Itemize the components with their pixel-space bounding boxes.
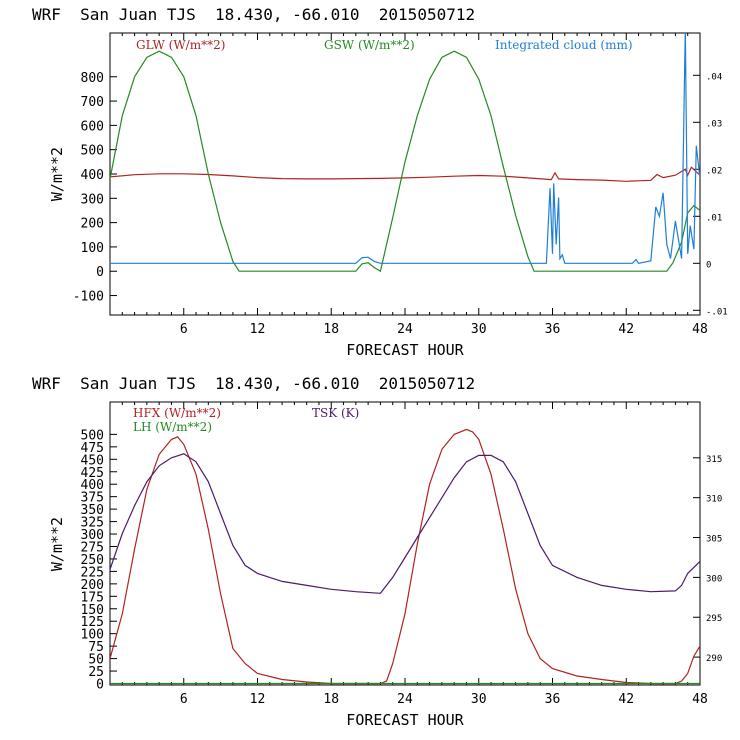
y-tick-label: 200: [81, 217, 104, 232]
series-line-integrated: [110, 33, 700, 264]
y-tick-label: 0: [96, 265, 104, 280]
y-tick-label: 225: [81, 565, 104, 580]
series-line-gsw: [110, 50, 700, 273]
y-tick-label: 150: [81, 603, 104, 618]
y2-tick-label: .01: [706, 213, 722, 223]
y-tick-label: 500: [81, 144, 104, 159]
y-tick-label: 75: [88, 640, 104, 655]
chart-panel-2: WRF San Juan TJS 18.430, -66.010 2015050…: [32, 374, 722, 729]
y-axis-label: W/m**2: [48, 147, 66, 201]
x-tick-label: 18: [323, 692, 339, 707]
series-line-hfx: [110, 428, 700, 685]
y-tick-label: 200: [81, 578, 104, 593]
y-tick-label: 500: [81, 428, 104, 443]
series-line-glw: [110, 166, 700, 182]
y-tick-label: 400: [81, 478, 104, 493]
y-tick-label: 50: [88, 653, 104, 668]
plot-frame: [109, 401, 701, 686]
y2-tick-label: 310: [706, 495, 722, 505]
y2-tick-label: 305: [706, 535, 722, 545]
y-tick-label: 100: [81, 241, 104, 256]
y-tick-label: -100: [73, 290, 104, 305]
y-tick-label: 125: [81, 615, 104, 630]
x-tick-label: 42: [618, 322, 634, 337]
y-tick-label: 275: [81, 540, 104, 555]
y2-tick-label: 300: [706, 574, 722, 584]
y-tick-label: 375: [81, 491, 104, 506]
x-tick-label: 30: [471, 322, 487, 337]
x-axis-label: FORECAST HOUR: [346, 341, 464, 359]
y-tick-label: 600: [81, 119, 104, 134]
y-tick-label: 400: [81, 168, 104, 183]
y2-tick-label: 295: [706, 614, 722, 624]
x-tick-label: 36: [545, 692, 561, 707]
legend-tsk: TSK (K): [312, 406, 359, 420]
x-axis-label: FORECAST HOUR: [346, 711, 464, 729]
y2-tick-label: .04: [706, 72, 722, 82]
y-tick-label: 350: [81, 503, 104, 518]
chart-title: WRF San Juan TJS 18.430, -66.010 2015050…: [32, 374, 475, 393]
y2-tick-label: 290: [706, 654, 722, 664]
legend-gsw: GSW (W/m**2): [324, 38, 415, 52]
y2-tick-label: -.01: [706, 307, 728, 317]
y-tick-label: 475: [81, 441, 104, 456]
legend-glw: GLW (W/m**2): [136, 38, 225, 52]
chart-panel-1: WRF San Juan TJS 18.430, -66.010 2015050…: [32, 5, 728, 359]
y-tick-label: 450: [81, 453, 104, 468]
y2-tick-label: .02: [706, 166, 722, 176]
x-tick-label: 6: [180, 322, 188, 337]
y-tick-label: 325: [81, 516, 104, 531]
legend-lh: LH (W/m**2): [133, 420, 212, 434]
series-line-tsk: [110, 453, 700, 594]
x-tick-label: 24: [397, 692, 413, 707]
y2-tick-label: 315: [706, 455, 722, 465]
x-tick-label: 48: [692, 322, 708, 337]
y-tick-label: 300: [81, 528, 104, 543]
x-tick-label: 12: [250, 322, 266, 337]
chart-title: WRF San Juan TJS 18.430, -66.010 2015050…: [32, 5, 475, 24]
y-tick-label: 25: [88, 665, 104, 680]
x-tick-label: 18: [323, 322, 339, 337]
y-axis-label: W/m**2: [48, 517, 66, 571]
y2-tick-label: .03: [706, 119, 722, 129]
y-tick-label: 0: [96, 678, 104, 693]
y-tick-label: 175: [81, 590, 104, 605]
y-tick-label: 100: [81, 628, 104, 643]
x-tick-label: 24: [397, 322, 413, 337]
x-tick-label: 48: [692, 692, 708, 707]
y-tick-label: 700: [81, 95, 104, 110]
x-tick-label: 6: [180, 692, 188, 707]
x-tick-label: 42: [618, 692, 634, 707]
y2-tick-label: 0: [706, 260, 711, 270]
x-tick-label: 12: [250, 692, 266, 707]
y-tick-label: 250: [81, 553, 104, 568]
y-tick-label: 300: [81, 192, 104, 207]
x-tick-label: 36: [545, 322, 561, 337]
y-tick-label: 425: [81, 466, 104, 481]
legend-integrated: Integrated cloud (mm): [495, 38, 633, 52]
x-tick-label: 30: [471, 692, 487, 707]
y-tick-label: 800: [81, 71, 104, 86]
legend-hfx: HFX (W/m**2): [133, 406, 221, 420]
